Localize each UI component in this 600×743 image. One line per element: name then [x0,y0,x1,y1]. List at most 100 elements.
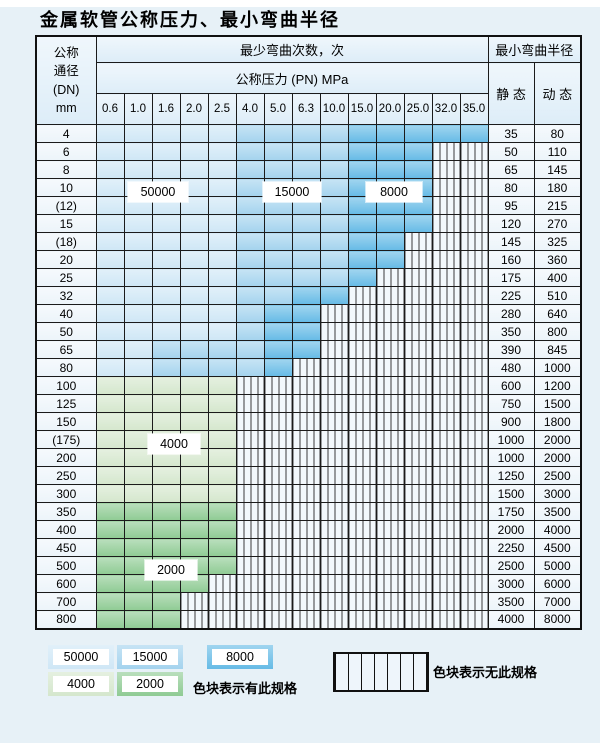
dynamic-radius-cell: 145 [533,160,582,179]
header-row-1: 公称 通径 (DN) mm 最少弯曲次数，次 最小弯曲半径 [35,35,582,125]
spec-zone-cell [95,304,125,323]
spec-zone-cell [291,322,321,341]
no-spec-cell [319,376,349,395]
no-spec-cell [431,556,461,575]
dn-cell: 125 [35,394,97,413]
no-spec-cell [235,448,265,467]
no-spec-cell [431,340,461,359]
spec-zone-cell [179,304,209,323]
no-spec-cell [403,286,433,305]
spec-zone-cell [95,430,125,449]
no-spec-cell [459,358,489,377]
dn-cell: (12) [35,196,97,215]
spec-zone-cell [235,358,265,377]
static-radius-cell: 280 [487,304,535,323]
dn-cell: 600 [35,574,97,593]
static-radius-cell: 3000 [487,574,535,593]
dn-cell: 32 [35,286,97,305]
no-spec-cell [319,610,349,629]
no-spec-cell [291,574,321,593]
dynamic-radius-cell: 1800 [533,412,582,431]
dynamic-radius-cell: 400 [533,268,582,287]
zone-label-2000: 2000 [145,560,197,580]
no-spec-cell [375,556,405,575]
spec-zone-cell [151,304,181,323]
pressure-col-header: 25.0 [403,93,433,125]
no-spec-cell [319,448,349,467]
static-radius-cell: 2250 [487,538,535,557]
pressure-col-header: 35.0 [459,93,489,125]
spec-zone-cell [207,178,237,197]
spec-zone-cell [207,412,237,431]
static-radius-cell: 390 [487,340,535,359]
dynamic-radius-cell: 510 [533,286,582,305]
no-spec-cell [263,502,293,521]
no-spec-cell [431,430,461,449]
no-spec-cell [431,286,461,305]
spec-zone-cell [179,358,209,377]
spec-zone-cell [235,160,265,179]
dynamic-radius-cell: 1000 [533,358,582,377]
no-spec-cell [403,412,433,431]
spec-zone-cell [123,610,153,629]
no-spec-cell [319,322,349,341]
no-spec-cell [319,538,349,557]
no-spec-cell [235,394,265,413]
no-spec-cell [235,556,265,575]
spec-zone-cell [179,376,209,395]
spec-zone-cell [95,142,125,161]
spec-zone-cell [375,250,405,269]
spec-table: 公称 通径 (DN) mm 最少弯曲次数，次 最小弯曲半径 公称压力 (PN) … [35,35,583,630]
spec-zone-cell [375,232,405,251]
spec-zone-cell [151,160,181,179]
dn-cell: 15 [35,214,97,233]
dynamic-header: 动 态 [533,62,582,125]
spec-zone-cell [207,520,237,539]
no-spec-cell [347,592,377,611]
no-spec-cell [459,142,489,161]
no-spec-cell [375,448,405,467]
no-spec-cell [459,232,489,251]
table-row: 125 750 1500 [35,394,582,413]
static-header: 静 态 [487,62,535,125]
no-spec-cell [347,556,377,575]
no-spec-cell [347,574,377,593]
spec-zone-cell [123,160,153,179]
no-spec-cell [431,520,461,539]
no-spec-cell [291,412,321,431]
no-spec-cell [347,466,377,485]
no-spec-cell [459,538,489,557]
spec-zone-cell [123,394,153,413]
dn-cell: 25 [35,268,97,287]
pressure-col-header: 2.0 [179,93,209,125]
no-spec-cell [403,322,433,341]
no-spec-cell [403,574,433,593]
no-spec-cell [459,502,489,521]
no-spec-cell [263,466,293,485]
no-spec-cell [375,430,405,449]
no-spec-cell [459,286,489,305]
spec-zone-cell [347,142,377,161]
dn-cell: 800 [35,610,97,629]
dn-cell: 700 [35,592,97,611]
spec-zone-cell [151,232,181,251]
zone-label-15000: 15000 [263,182,321,202]
no-spec-cell [459,268,489,287]
static-radius-cell: 600 [487,376,535,395]
legend-label-4000: 4000 [53,676,109,692]
no-spec-cell [403,250,433,269]
no-spec-cell [403,520,433,539]
spec-zone-cell [95,520,125,539]
no-spec-cell [403,448,433,467]
zone-label-4000: 4000 [148,434,200,454]
spec-zone-cell [235,322,265,341]
pressure-col-header: 2.5 [207,93,237,125]
no-spec-cell [263,592,293,611]
spec-zone-cell [319,286,349,305]
spec-zone-cell [235,340,265,359]
no-spec-cell [375,340,405,359]
no-spec-cell [375,394,405,413]
spec-zone-cell [319,196,349,215]
spec-zone-cell [179,160,209,179]
spec-zone-cell [235,214,265,233]
